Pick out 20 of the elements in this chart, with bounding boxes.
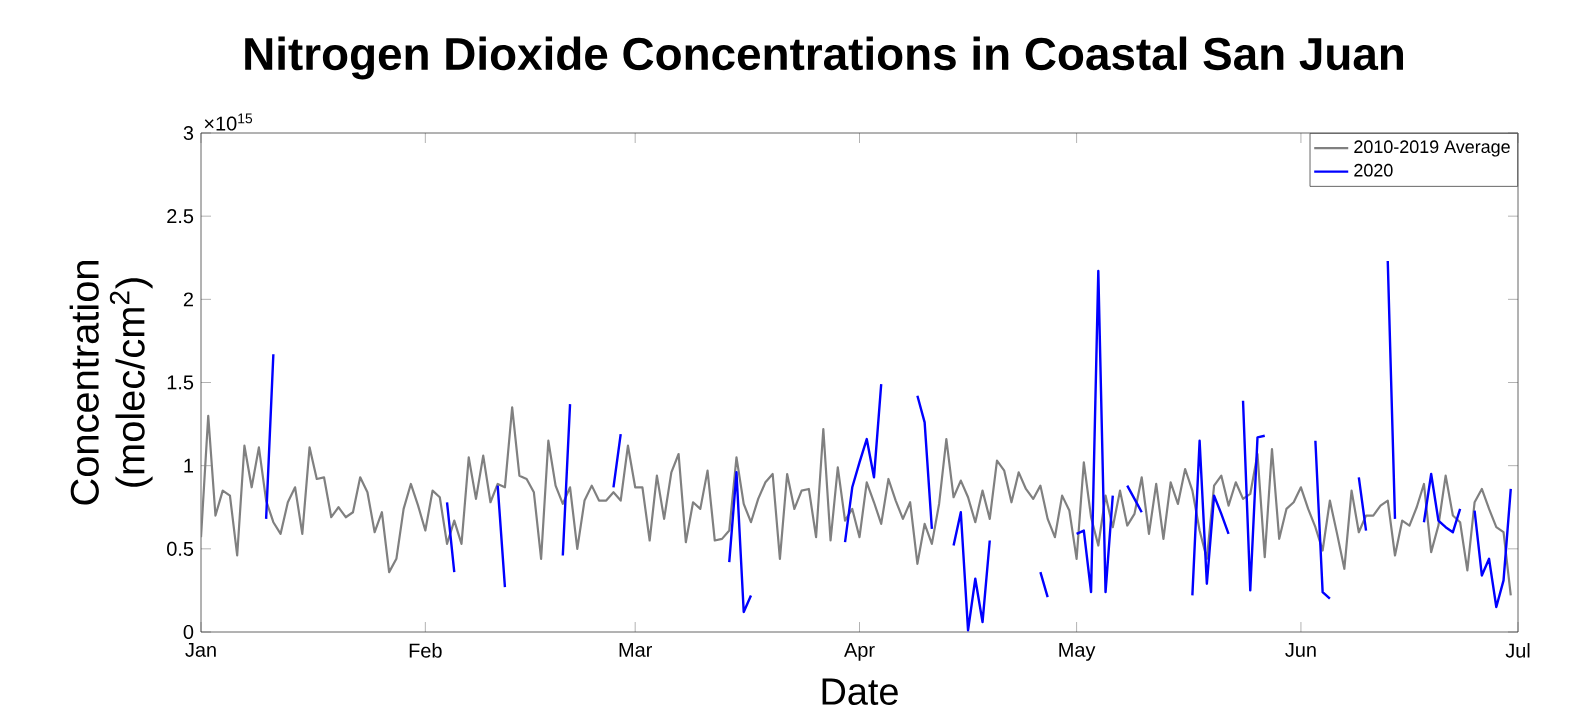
- y-tick-label: 1: [184, 458, 193, 473]
- x-axis-title: Date: [822, 678, 898, 705]
- y-tick-label: 2.5: [167, 209, 194, 224]
- x-tick-label: May: [1059, 643, 1096, 661]
- y-tick-label: 2: [183, 292, 193, 307]
- x-tick-label: Feb: [409, 643, 442, 658]
- legend-label: 2020: [1354, 163, 1393, 177]
- legend-label: 2010-2019 Average: [1354, 140, 1510, 157]
- y-tick-label: 0: [183, 624, 194, 640]
- chart-title: Nitrogen Dioxide Concentrations in Coastal San Juan: [245, 36, 1403, 80]
- x-tick-label: Jun: [1285, 643, 1316, 657]
- y-tick-label: 3: [183, 125, 194, 141]
- x-tick-label: Jul: [1505, 643, 1530, 658]
- x-tick-label: Jan: [185, 643, 216, 657]
- y-tick-label: 0.5: [167, 541, 194, 556]
- y-tick-label: 1.5: [167, 375, 194, 390]
- text: ×10$^{15}$: [204, 113, 253, 131]
- line-series: [201, 406, 1512, 597]
- x-tick-label: Mar: [619, 643, 653, 657]
- x-tick-label: Apr: [844, 643, 875, 661]
